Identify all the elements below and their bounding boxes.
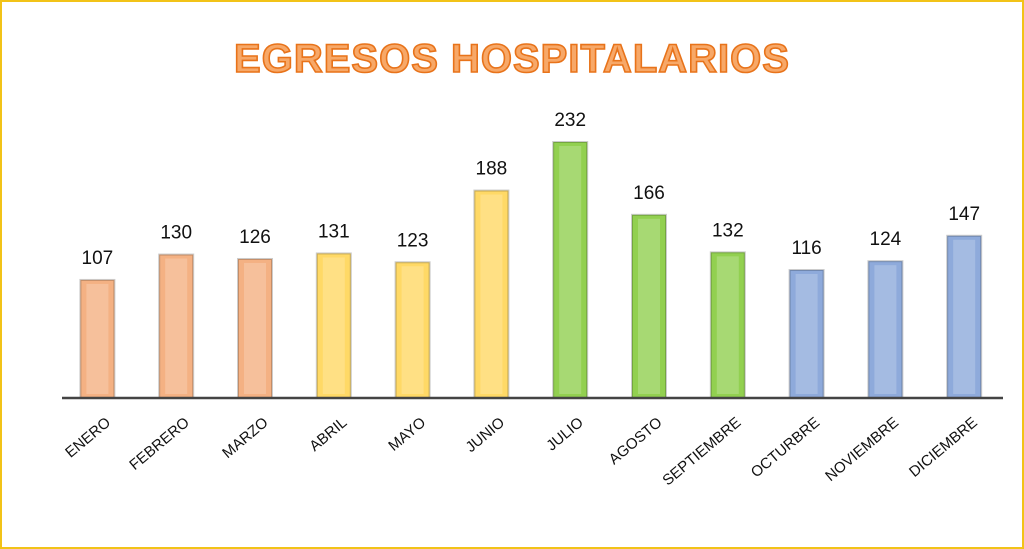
- value-label: 166: [633, 183, 665, 204]
- bar: [946, 234, 983, 399]
- bar-highlight: [638, 218, 660, 394]
- bar-highlight: [165, 258, 188, 394]
- value-label: 124: [870, 229, 902, 250]
- bar-highlight: [953, 239, 976, 394]
- value-label: 116: [791, 238, 821, 259]
- bar: [709, 251, 746, 399]
- bar-highlight: [401, 266, 424, 394]
- value-label: 147: [948, 204, 980, 225]
- value-label: 107: [82, 248, 114, 269]
- bar-highlight: [86, 283, 109, 394]
- value-label: 232: [554, 110, 586, 131]
- bar-highlight: [322, 257, 345, 394]
- value-label: 132: [712, 220, 744, 241]
- value-label: 123: [397, 230, 429, 251]
- bar: [552, 141, 589, 399]
- bar: [867, 260, 904, 400]
- bar-highlight: [559, 146, 582, 394]
- bar-highlight: [716, 256, 739, 394]
- bar: [158, 253, 195, 399]
- chart-title: EGRESOS HOSPITALARIOS: [234, 37, 790, 81]
- value-label: 188: [476, 159, 508, 180]
- bar-highlight: [795, 274, 818, 394]
- value-label: 130: [160, 223, 192, 244]
- bar-highlight: [480, 194, 503, 394]
- value-label: 131: [318, 221, 350, 242]
- bar-highlight: [874, 265, 897, 394]
- bar-highlight: [244, 262, 266, 394]
- value-label: 126: [239, 227, 271, 248]
